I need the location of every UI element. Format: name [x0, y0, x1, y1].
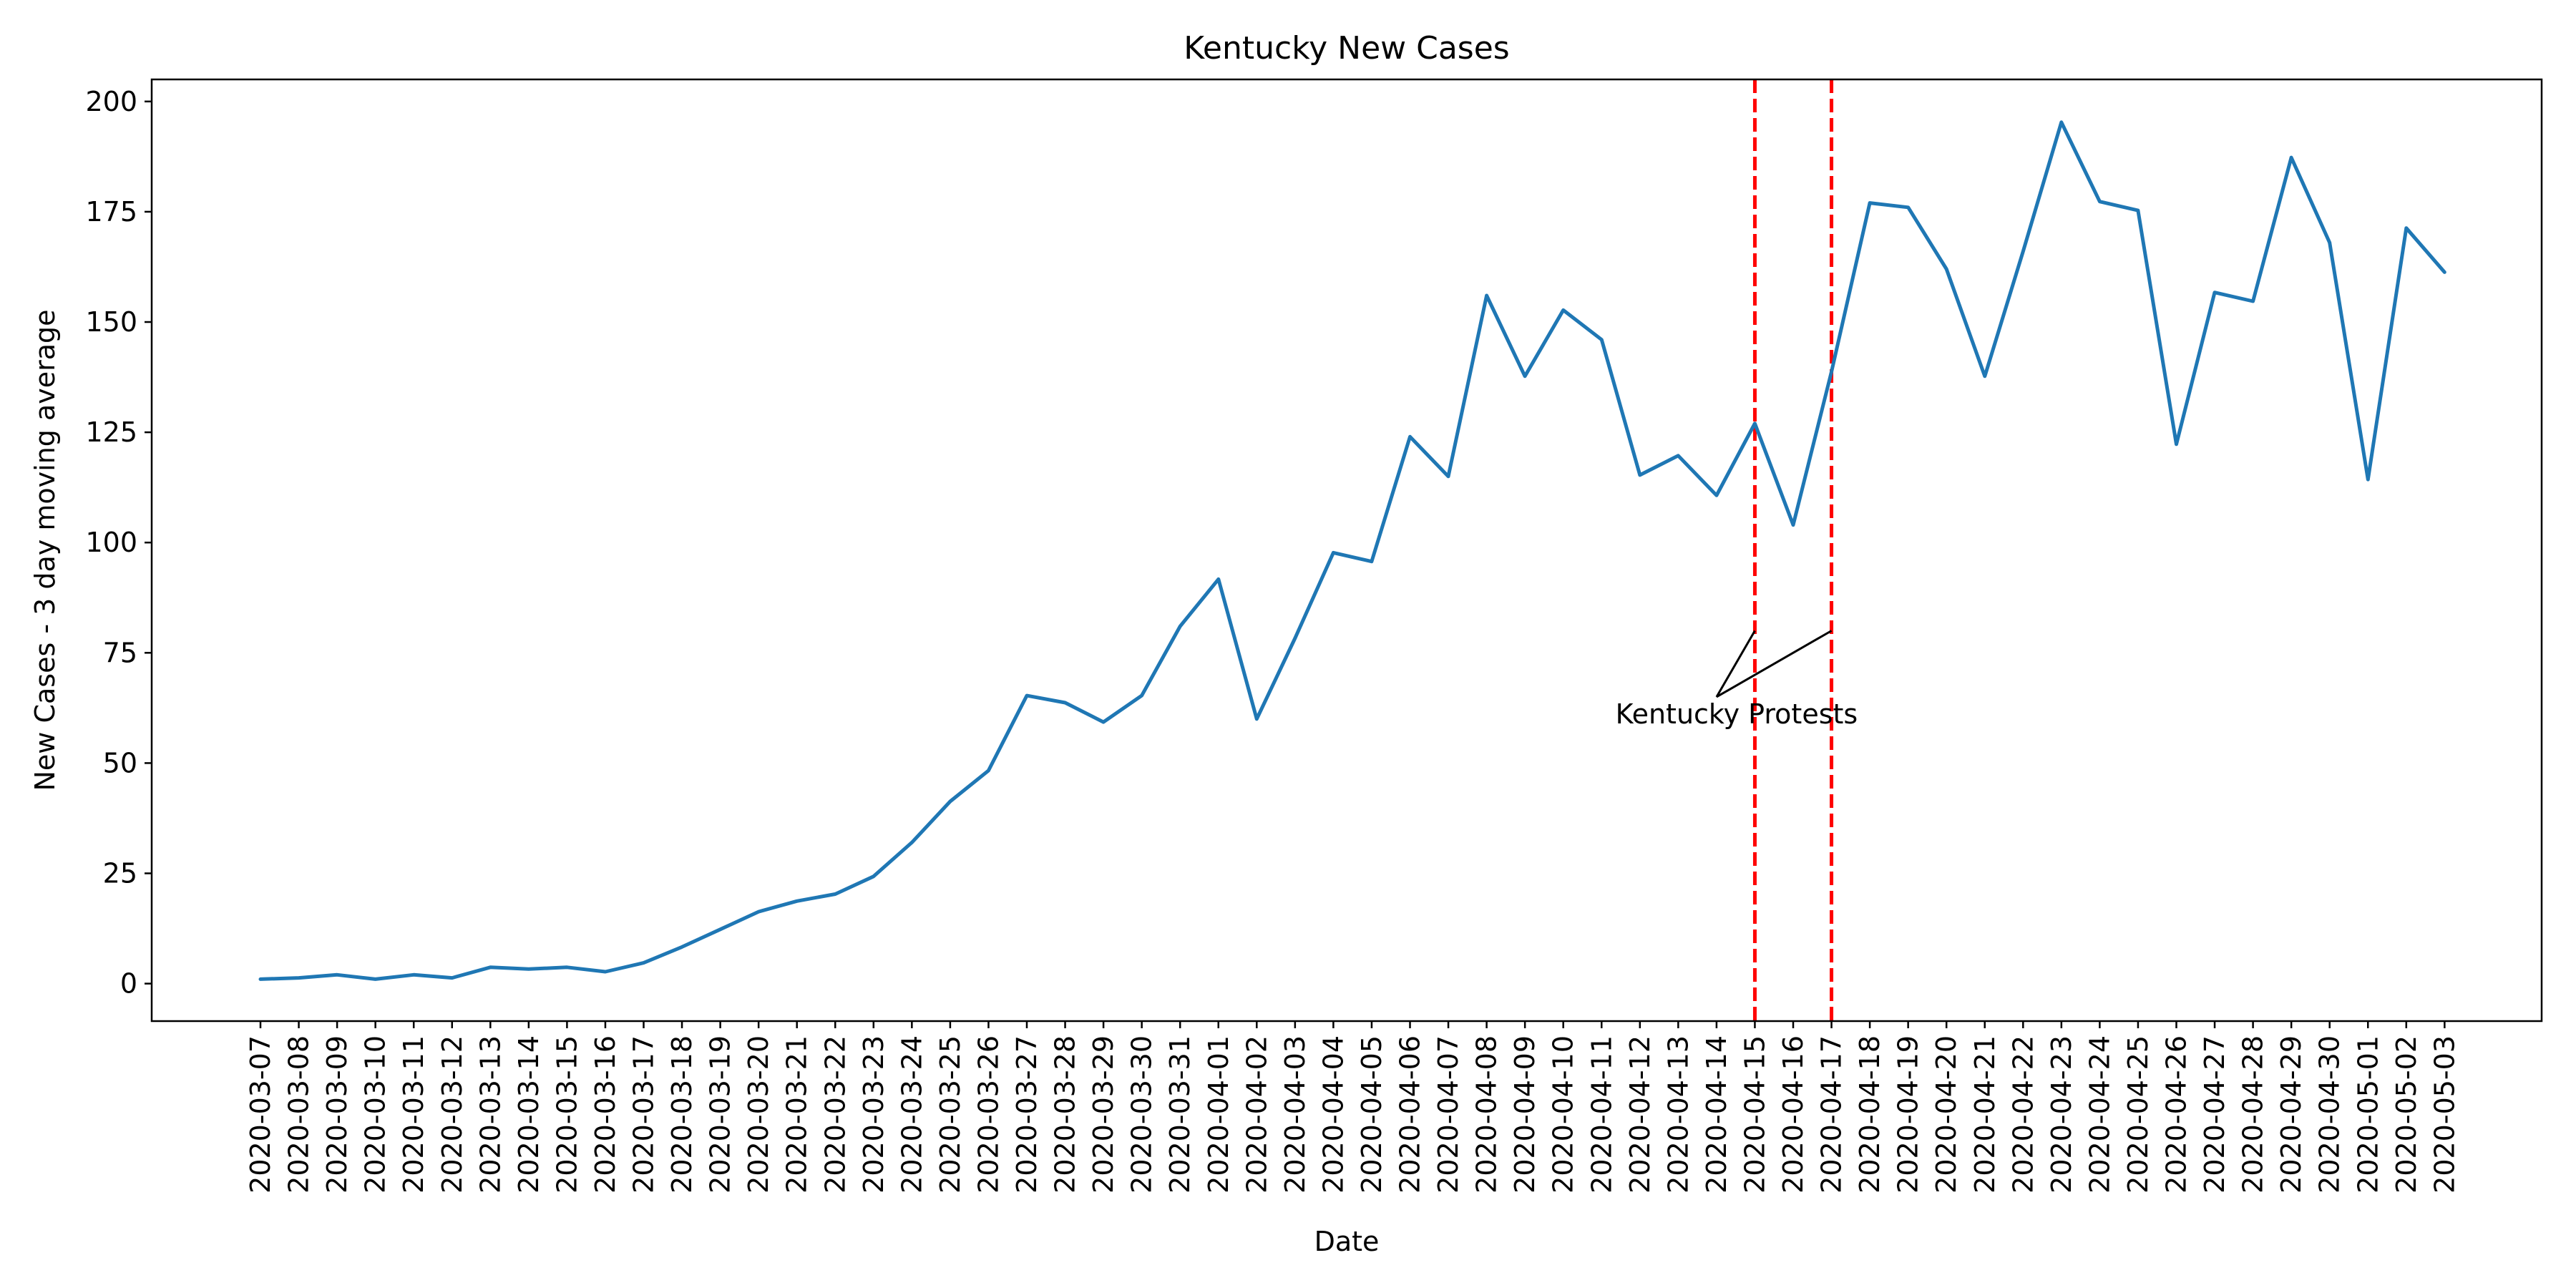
y-tick-label: 75	[103, 637, 137, 668]
x-axis-label: Date	[1314, 1226, 1380, 1257]
x-tick-label: 2020-04-22	[2007, 1035, 2039, 1194]
x-tick-label: 2020-04-17	[1816, 1035, 1848, 1194]
x-tick-label: 2020-03-08	[283, 1035, 315, 1194]
y-tick-label: 0	[120, 968, 137, 1000]
annotation-arrow	[1715, 630, 1756, 698]
x-tick-label: 2020-03-24	[896, 1035, 927, 1194]
x-tick-label: 2020-04-04	[1317, 1035, 1349, 1194]
x-tick-label: 2020-04-16	[1777, 1035, 1809, 1194]
x-tick-label: 2020-03-25	[935, 1035, 966, 1194]
x-tick-label: 2020-03-21	[781, 1035, 813, 1194]
x-tick-label: 2020-04-28	[2238, 1035, 2269, 1194]
x-tick-label: 2020-04-07	[1433, 1035, 1464, 1194]
x-tick-label: 2020-03-29	[1088, 1035, 1119, 1194]
x-tick-label: 2020-04-23	[2046, 1035, 2077, 1194]
x-tick-label: 2020-03-14	[513, 1035, 545, 1194]
x-tick-label: 2020-03-23	[858, 1035, 889, 1194]
plot-frame	[150, 78, 2543, 1023]
x-tick-label: 2020-03-27	[1011, 1035, 1043, 1194]
series-line	[258, 120, 2446, 981]
x-tick-label: 2020-03-07	[245, 1035, 276, 1194]
x-tick-label: 2020-04-13	[1662, 1035, 1694, 1194]
event-lines	[1752, 79, 1834, 1021]
y-tick-label: 175	[85, 196, 137, 228]
chart-title: Kentucky New Cases	[1184, 30, 1509, 67]
x-tick-label: 2020-03-18	[666, 1035, 698, 1194]
x-tick-label: 2020-04-18	[1854, 1035, 1885, 1194]
annotation-text: Kentucky Protests	[1616, 698, 1858, 730]
x-tick-label: 2020-03-09	[321, 1035, 353, 1194]
annotation: Kentucky Protests	[1616, 630, 1858, 730]
y-tick-label: 50	[103, 747, 137, 779]
x-tick-label: 2020-03-13	[474, 1035, 506, 1194]
x-tick-label: 2020-04-14	[1701, 1035, 1732, 1194]
y-axis-label: New Cases - 3 day moving average	[29, 309, 61, 791]
y-tick-label: 150	[85, 306, 137, 338]
x-tick-label: 2020-04-08	[1471, 1035, 1503, 1194]
x-tick-label: 2020-05-02	[2391, 1035, 2422, 1194]
x-tick-label: 2020-04-19	[1893, 1035, 1924, 1194]
x-tick-label: 2020-03-30	[1126, 1035, 1158, 1194]
x-tick-label: 2020-03-15	[551, 1035, 582, 1194]
x-tick-label: 2020-03-28	[1050, 1035, 1081, 1194]
x-tick-label: 2020-03-10	[360, 1035, 391, 1194]
x-tick-label: 2020-03-20	[743, 1035, 774, 1194]
x-tick-label: 2020-04-10	[1548, 1035, 1579, 1194]
x-tick-label: 2020-04-05	[1356, 1035, 1387, 1194]
x-axis-ticks: 2020-03-07 2020-03-08 2020-03-09 2020-03-10…	[245, 1021, 2460, 1194]
x-tick-label: 2020-03-31	[1164, 1035, 1196, 1194]
x-tick-label: 2020-04-03	[1279, 1035, 1311, 1194]
x-tick-label: 2020-05-03	[2429, 1035, 2460, 1194]
x-tick-label: 2020-04-09	[1509, 1035, 1541, 1194]
x-tick-label: 2020-04-25	[2122, 1035, 2154, 1194]
x-tick-label: 2020-04-02	[1241, 1035, 1272, 1194]
y-tick-label: 200	[85, 86, 137, 117]
x-tick-label: 2020-04-27	[2199, 1035, 2230, 1194]
x-tick-label: 2020-03-17	[628, 1035, 660, 1194]
x-tick-label: 2020-04-06	[1395, 1035, 1426, 1194]
x-tick-label: 2020-03-22	[819, 1035, 851, 1194]
x-tick-label: 2020-03-19	[705, 1035, 736, 1194]
x-tick-label: 2020-03-26	[972, 1035, 1004, 1194]
x-tick-label: 2020-04-20	[1931, 1035, 1962, 1194]
y-tick-label: 100	[85, 527, 137, 558]
x-tick-label: 2020-04-24	[2084, 1035, 2115, 1194]
x-tick-label: 2020-04-11	[1586, 1035, 1617, 1194]
x-tick-label: 2020-04-12	[1624, 1035, 1656, 1194]
x-tick-label: 2020-04-01	[1203, 1035, 1234, 1194]
x-tick-label: 2020-05-01	[2352, 1035, 2384, 1194]
x-tick-label: 2020-04-29	[2275, 1035, 2307, 1194]
annotation-arrow	[1716, 630, 1833, 698]
x-tick-label: 2020-03-12	[436, 1035, 468, 1194]
x-tick-label: 2020-03-16	[590, 1035, 621, 1194]
y-tick-label: 25	[103, 858, 137, 889]
x-tick-label: 2020-04-21	[1969, 1035, 2001, 1194]
y-tick-label: 125	[85, 416, 137, 448]
y-axis-ticks: 0 25 50 75 100 125 150 175 200	[85, 86, 152, 1000]
x-tick-label: 2020-04-30	[2314, 1035, 2346, 1194]
x-tick-label: 2020-03-11	[398, 1035, 429, 1194]
x-tick-label: 2020-04-26	[2161, 1035, 2192, 1194]
x-tick-label: 2020-04-15	[1739, 1035, 1770, 1194]
